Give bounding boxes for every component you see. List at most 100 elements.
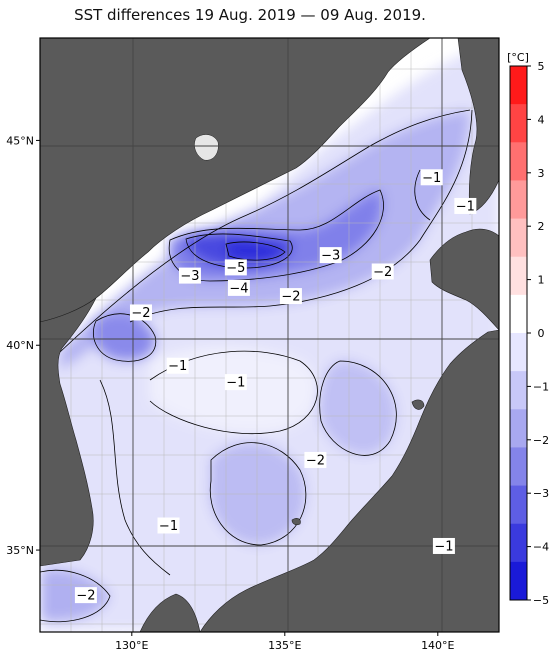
contour-label-text: −3 xyxy=(180,269,199,284)
land-korea xyxy=(40,297,97,567)
lat-tick-label: 45°N xyxy=(6,134,34,147)
lon-tick-label: 130°E xyxy=(115,639,148,652)
contour-label: −1 xyxy=(454,197,477,214)
contour-label-text: −2 xyxy=(131,306,150,321)
land-honshu xyxy=(199,329,499,632)
contour-label-text: −2 xyxy=(373,265,392,280)
colorbar-swatch xyxy=(510,485,527,525)
sst-zone-minus2-south xyxy=(209,441,306,545)
sst-zone-minus2-ne xyxy=(318,360,397,455)
colorbar-swatch xyxy=(510,256,527,296)
land-kyushu-west xyxy=(139,593,201,632)
lon-tick-label: 140°E xyxy=(421,639,454,652)
contour-label: −1 xyxy=(224,374,247,391)
colorbar-swatch xyxy=(510,561,527,601)
colorbar-swatch xyxy=(510,104,527,143)
colorbar-swatch xyxy=(510,333,527,372)
colorbar-tick-label: 1 xyxy=(538,274,545,287)
contour-label: −2 xyxy=(304,451,327,468)
lon-tick-label: 135°E xyxy=(268,639,301,652)
colorbar-swatch xyxy=(510,523,527,563)
colorbar-swatch xyxy=(510,142,527,181)
contour-label-text: −1 xyxy=(159,519,178,534)
contour-label-box xyxy=(319,247,342,264)
colorbar-tick-label: 4 xyxy=(538,113,545,126)
contour-label-box xyxy=(227,279,250,296)
contour-label-text: −4 xyxy=(229,281,248,296)
colorbar-tick-label: 5 xyxy=(538,60,545,73)
contour-label: −1 xyxy=(432,537,455,554)
colorbar-tick-label: −1 xyxy=(533,380,549,393)
contour-label: −1 xyxy=(166,357,189,374)
lat-tick-label: 35°N xyxy=(6,544,34,557)
contour-label-text: −5 xyxy=(226,261,245,276)
colorbar-tick-label: −2 xyxy=(533,434,549,447)
land-masses xyxy=(40,38,499,632)
map-frame xyxy=(39,37,500,633)
contour-label: −2 xyxy=(279,288,302,305)
contour-labels: −1 −1 −3 −2 −5 −3 −4 −2 −2 −1 −1 −2 −1 −1 −2 xyxy=(74,169,477,604)
colorbar-swatch xyxy=(510,218,527,258)
contour-label-box xyxy=(420,169,443,186)
contour-label: −2 xyxy=(371,263,394,280)
colorbar-swatch xyxy=(510,409,527,448)
colorbar: [°C] 5 4 3 2 1 0 −1 −2 −3 −4 −5 xyxy=(507,51,549,607)
contour-label-box xyxy=(129,304,152,321)
sst-zone-minus3-west xyxy=(92,312,156,362)
colorbar-ticks: 5 4 3 2 1 0 −1 −2 −3 −4 −5 xyxy=(527,60,549,607)
latitude-labels: 45°N 40°N 35°N xyxy=(6,134,40,557)
contour-label-box xyxy=(279,288,302,305)
contour-label-box xyxy=(178,267,201,284)
land-oki xyxy=(291,518,301,526)
colorbar-swatch xyxy=(510,180,527,220)
longitude-labels: 130°E 135°E 140°E xyxy=(115,632,455,652)
colorbar-tick-label: 0 xyxy=(538,327,545,340)
colorbar-tick-label: −4 xyxy=(533,541,549,554)
contour-label-text: −1 xyxy=(168,359,187,374)
contour-label: −1 xyxy=(420,169,443,186)
contour-label: −3 xyxy=(319,247,342,264)
contour-label-text: −2 xyxy=(76,589,95,604)
map-title: SST differences 19 Aug. 2019 — 09 Aug. 2… xyxy=(74,6,426,24)
contour-label-text: −3 xyxy=(321,249,340,264)
contour-label-box xyxy=(304,451,327,468)
contour-label: −3 xyxy=(178,267,201,284)
contour-label-box xyxy=(432,537,455,554)
contour-label-text: −1 xyxy=(226,376,245,391)
contour-label-text: −1 xyxy=(422,171,441,186)
inland-lake xyxy=(194,134,219,161)
colorbar-tick-label: −3 xyxy=(533,487,549,500)
colorbar-swatch xyxy=(510,66,527,105)
colorbar-swatches xyxy=(510,66,527,601)
contour-label: −1 xyxy=(157,517,180,534)
colorbar-unit: [°C] xyxy=(507,51,529,64)
graticule xyxy=(40,38,499,632)
contour-label-text: −2 xyxy=(306,453,325,468)
contour-label-box xyxy=(74,587,97,604)
colorbar-tick-label: 3 xyxy=(538,167,545,180)
colorbar-tick-label: −5 xyxy=(533,594,549,607)
land-sado xyxy=(411,399,425,410)
contour-label-box xyxy=(157,517,180,534)
land-hokkaido xyxy=(429,228,499,331)
contour-label: −2 xyxy=(74,587,97,604)
contour-label-text: −1 xyxy=(456,199,475,214)
contour-label: −5 xyxy=(224,259,247,276)
contour-label: −2 xyxy=(129,304,152,321)
colorbar-tick-label: 2 xyxy=(538,220,545,233)
contour-label-text: −2 xyxy=(281,290,300,305)
land-asia-north xyxy=(40,38,431,323)
contour-label-box xyxy=(224,259,247,276)
lat-tick-label: 40°N xyxy=(6,339,34,352)
contour-lines xyxy=(40,109,473,623)
contour-label-box xyxy=(224,374,247,391)
contour-label-box xyxy=(166,357,189,374)
contour-label-text: −1 xyxy=(434,539,453,554)
colorbar-swatch xyxy=(510,371,527,410)
contour-label: −4 xyxy=(227,279,250,296)
sst-zone-minus5 xyxy=(225,241,285,261)
land-sakhalin xyxy=(457,38,499,215)
colorbar-swatch xyxy=(510,294,527,334)
contour-label-box xyxy=(371,263,394,280)
